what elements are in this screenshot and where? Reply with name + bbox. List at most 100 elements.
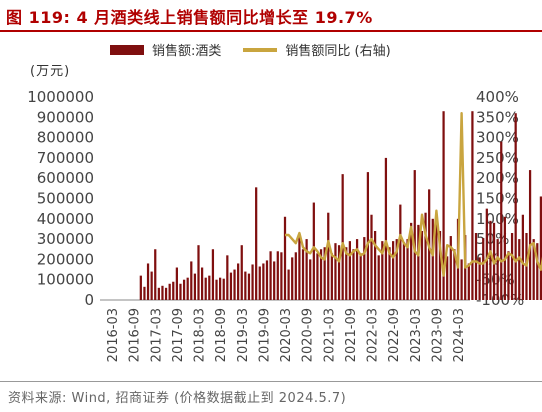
legend-swatch-bar: [110, 44, 144, 55]
sales-bar: [233, 269, 236, 300]
sales-bar: [518, 239, 521, 300]
sales-bar: [258, 266, 261, 300]
sales-bar: [150, 271, 153, 300]
sales-bar: [334, 243, 337, 300]
sales-bar: [363, 237, 366, 300]
sales-bar: [219, 277, 222, 300]
y-left-tick-label: 0: [84, 291, 94, 309]
sales-bar: [359, 253, 362, 300]
sales-bar: [146, 263, 150, 300]
sales-bar: [197, 245, 200, 300]
sales-bar: [226, 255, 229, 300]
sales-bar: [514, 113, 517, 301]
sales-bar: [287, 269, 290, 300]
x-tick-label: 2020-03: [279, 308, 294, 362]
sales-bar: [309, 259, 312, 300]
sales-bar: [528, 170, 532, 300]
source-rule: [0, 381, 542, 382]
sales-bar: [294, 252, 297, 300]
sales-bar: [377, 255, 380, 300]
sales-bar: [283, 216, 287, 300]
sales-bar: [179, 283, 182, 300]
sales-bar: [352, 249, 355, 300]
sales-bar: [435, 214, 438, 300]
sales-bar: [388, 247, 391, 300]
sales-bar: [276, 251, 279, 300]
y-left-tick-label: 800000: [37, 129, 94, 147]
sales-bar: [164, 287, 168, 300]
sales-bar: [399, 204, 402, 300]
sales-bar: [507, 251, 510, 300]
legend: 销售额:酒类 销售额同比 (右轴): [110, 40, 413, 59]
sales-bar: [420, 230, 424, 300]
sales-bar: [255, 187, 258, 300]
y-left-tick-label: 900000: [37, 108, 94, 126]
x-tick-label: 2021-03: [322, 308, 337, 362]
sales-bar: [208, 275, 211, 300]
sales-bar: [370, 214, 373, 300]
sales-bar: [327, 212, 330, 300]
sales-bar: [211, 249, 215, 300]
sales-bar: [157, 287, 160, 300]
y-left-tick-label: 500000: [37, 190, 94, 208]
y-right-tick-label: 350%: [476, 108, 519, 126]
sales-bar: [431, 218, 434, 300]
sales-bar: [510, 233, 514, 300]
y-left-tick-label: 700000: [37, 149, 94, 167]
sales-bar: [392, 241, 395, 300]
y-left-tick-label: 600000: [37, 169, 94, 187]
legend-item-sales: 销售额:酒类: [110, 40, 221, 59]
sales-bar: [478, 257, 481, 300]
y-right-tick-label: 200%: [476, 169, 519, 187]
chart-title: 图 119: 4 月酒类线上销售额同比增长至 19.7%: [6, 8, 373, 27]
y-left-tick-label: 1000000: [27, 88, 94, 106]
sales-bar: [438, 230, 442, 300]
sales-bar: [323, 247, 326, 300]
sales-bar: [536, 243, 539, 300]
sales-bar: [539, 196, 542, 300]
title-rule: [0, 30, 542, 32]
y-left-tick-label: 400000: [37, 210, 94, 228]
sales-bar: [139, 275, 142, 300]
sales-bar: [204, 277, 207, 300]
x-tick-label: 2016-03: [106, 308, 121, 362]
y-left-tick-label: 100000: [37, 271, 94, 289]
sales-bar: [521, 214, 524, 300]
sales-bar: [402, 242, 406, 300]
x-tick-label: 2020-09: [301, 308, 316, 362]
sales-bar: [190, 261, 193, 300]
sales-bar: [182, 279, 186, 300]
legend-item-yoy: 销售额同比 (右轴): [243, 40, 391, 59]
sales-bar: [384, 157, 388, 300]
x-tick-label: 2022-03: [366, 308, 381, 362]
y-right-tick-label: 400%: [476, 88, 519, 106]
sales-bar: [446, 256, 449, 300]
sales-bar: [240, 245, 243, 300]
sales-bar: [143, 286, 146, 300]
sales-bar: [500, 141, 503, 300]
sales-bar: [222, 278, 225, 300]
x-tick-label: 2017-09: [171, 308, 186, 362]
sales-bar: [532, 239, 535, 300]
x-tick-label: 2024-03: [452, 308, 467, 362]
sales-bar: [312, 202, 315, 300]
sales-bar: [413, 170, 416, 300]
sales-bar: [172, 281, 175, 300]
sales-bar: [330, 253, 333, 300]
sales-bar: [410, 222, 413, 300]
legend-label-sales: 销售额:酒类: [152, 44, 222, 59]
sales-bar: [229, 272, 233, 300]
sales-bar: [193, 273, 197, 300]
legend-label-yoy: 销售额同比 (右轴): [285, 44, 391, 59]
sales-bar: [175, 267, 178, 300]
sales-bar: [247, 273, 251, 300]
x-tick-label: 2016-09: [128, 308, 143, 362]
y-left-tick-label: 300000: [37, 230, 94, 248]
x-tick-label: 2019-03: [236, 308, 251, 362]
sales-bar: [341, 174, 344, 300]
sales-bar: [154, 249, 157, 300]
sales-bar: [305, 239, 308, 300]
x-tick-label: 2022-09: [387, 308, 402, 362]
sales-bar: [406, 239, 409, 300]
sales-bar: [460, 259, 463, 300]
